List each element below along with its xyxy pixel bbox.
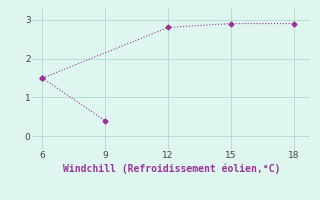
X-axis label: Windchill (Refroidissement éolien,°C): Windchill (Refroidissement éolien,°C) bbox=[62, 163, 280, 174]
